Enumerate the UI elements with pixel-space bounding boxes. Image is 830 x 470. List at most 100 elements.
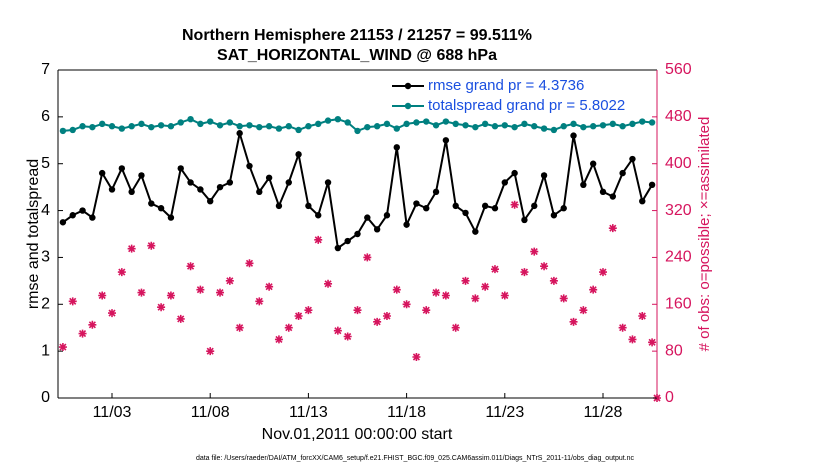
obs-marker (589, 285, 598, 294)
obs-marker (549, 276, 558, 285)
obs-marker (324, 279, 333, 288)
x-tick-label: 11/03 (93, 404, 132, 421)
obs-marker (127, 244, 136, 253)
y2-axis-label: # of obs: o=possible; ×=assimilated (696, 117, 713, 352)
y-tick-label: 2 (41, 296, 50, 313)
point (315, 120, 322, 128)
obs-marker (569, 317, 578, 326)
point (354, 230, 361, 238)
point (79, 123, 86, 130)
point (256, 123, 263, 131)
obs-marker (216, 288, 225, 297)
obs-marker (628, 335, 637, 344)
point (393, 144, 400, 151)
point (491, 123, 499, 130)
point (373, 123, 381, 130)
point (531, 202, 538, 210)
point (413, 200, 420, 207)
point (344, 237, 351, 245)
point (599, 122, 607, 129)
point (187, 179, 194, 186)
point (540, 125, 548, 132)
point (609, 193, 617, 200)
point (550, 212, 558, 219)
point (167, 214, 175, 221)
point (324, 117, 332, 124)
point (403, 120, 410, 128)
legend-label: rmse grand pr = 4.3736 (428, 77, 584, 94)
obs-marker (206, 347, 215, 356)
obs-marker (412, 353, 421, 361)
point (59, 219, 67, 226)
point (138, 120, 145, 128)
point (589, 160, 597, 167)
point (462, 122, 469, 129)
point (98, 120, 106, 128)
point (442, 118, 450, 125)
point (334, 244, 342, 252)
y2-tick-label: 0 (665, 389, 674, 406)
point (246, 162, 253, 170)
obs-marker (343, 332, 352, 341)
point (403, 221, 410, 228)
x-tick-label: 11/28 (584, 404, 623, 421)
point (157, 122, 165, 129)
obs-marker (530, 247, 539, 256)
point (128, 123, 135, 130)
obs-marker (166, 291, 175, 300)
point (462, 209, 469, 217)
obs-marker (255, 297, 264, 306)
obs-marker (471, 294, 480, 303)
obs-marker (441, 291, 450, 300)
point (226, 119, 234, 126)
point (118, 165, 126, 172)
point (138, 172, 145, 179)
point (334, 116, 342, 123)
point (236, 130, 243, 137)
y2-tick-label: 240 (665, 249, 692, 266)
point (305, 202, 312, 210)
point (265, 174, 273, 181)
obs-marker (98, 291, 107, 300)
point (560, 123, 567, 130)
point (118, 125, 126, 132)
obs-marker (382, 312, 391, 320)
obs-marker (500, 291, 509, 300)
footnote: data file: /Users/raeder/DAI/ATM_forcXX/… (196, 455, 635, 462)
point (501, 179, 508, 186)
obs-marker (78, 329, 87, 338)
point (98, 169, 106, 177)
x-axis-label: Nov.01,2011 00:00:00 start (262, 426, 453, 443)
point (589, 123, 597, 130)
obs-marker (333, 326, 342, 335)
obs-marker (108, 309, 117, 318)
obs-marker (147, 241, 156, 250)
obs-marker (265, 282, 274, 291)
point (108, 123, 116, 130)
point (639, 118, 646, 125)
point (609, 120, 617, 128)
point (364, 123, 371, 131)
point (275, 125, 283, 132)
obs-marker (540, 262, 549, 271)
obs-marker (294, 312, 303, 320)
point (531, 123, 538, 130)
point (619, 169, 626, 177)
point (256, 188, 263, 196)
obs-marker (304, 306, 313, 315)
point (423, 205, 430, 212)
obs-marker (58, 343, 67, 352)
point (373, 226, 381, 233)
point (187, 116, 194, 123)
point (580, 123, 587, 131)
point (148, 200, 155, 207)
obs-marker (608, 224, 617, 233)
point (413, 119, 420, 126)
x-tick-label: 11/13 (289, 404, 328, 421)
point (59, 127, 67, 135)
y2-tick-label: 480 (665, 108, 692, 125)
point (511, 169, 518, 177)
obs-marker (579, 306, 588, 315)
point (354, 127, 361, 135)
point (629, 120, 636, 128)
